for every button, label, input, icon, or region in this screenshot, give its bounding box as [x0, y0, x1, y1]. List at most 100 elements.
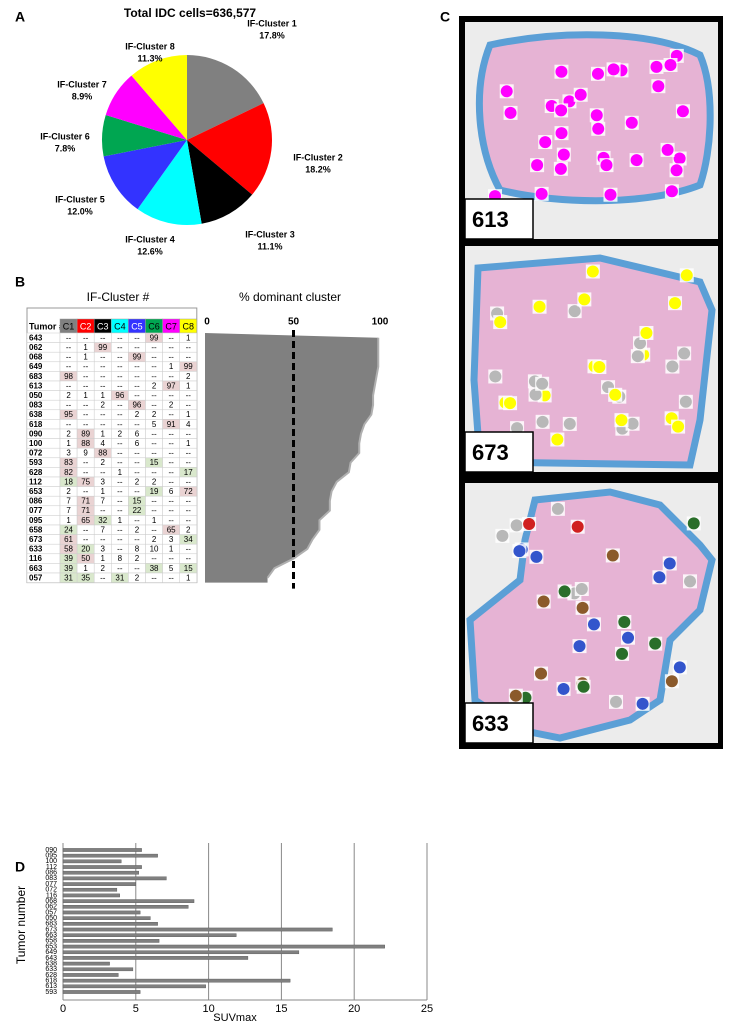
table-value: 2	[135, 410, 140, 419]
table-value: 65	[81, 516, 90, 525]
table-value: 3	[101, 477, 106, 486]
table-value: 32	[98, 516, 107, 525]
table-value: --	[100, 353, 106, 362]
row-header: 638	[29, 410, 43, 419]
table-value: 4	[186, 420, 191, 429]
core-dot	[618, 616, 631, 629]
core-dot	[590, 109, 603, 122]
table-value: --	[117, 564, 123, 573]
bar	[62, 870, 139, 875]
area-line	[266, 337, 380, 579]
slice-label: IF-Cluster 2	[293, 152, 343, 162]
y-tick-label: 658	[45, 938, 57, 945]
core-dot	[665, 675, 678, 688]
table-value: 71	[81, 506, 90, 515]
pie-slice	[105, 75, 187, 140]
table-value: 99	[150, 333, 159, 342]
core-dot	[626, 417, 639, 430]
table-value: --	[117, 362, 123, 371]
table-value: 2	[152, 410, 157, 419]
table-value: 96	[115, 391, 124, 400]
table-value: 9	[83, 449, 88, 458]
table-value: 39	[64, 554, 73, 563]
table-value: --	[168, 468, 174, 477]
bar	[62, 876, 167, 881]
table-value: --	[100, 420, 106, 429]
column-header: C2	[80, 321, 92, 331]
table-value: --	[134, 468, 140, 477]
row-header: 077	[29, 506, 43, 515]
x-tick-label: 100	[372, 317, 389, 328]
table-value: --	[66, 343, 72, 352]
table-value: --	[168, 506, 174, 515]
table-value: --	[151, 573, 157, 582]
bar	[62, 961, 110, 966]
x-tick-label: 0	[204, 317, 210, 328]
core-dot	[539, 136, 552, 149]
row-header: 618	[29, 420, 43, 429]
core-dot	[665, 185, 678, 198]
table-value: --	[168, 439, 174, 448]
table-value: 97	[167, 381, 176, 390]
table-value: --	[83, 401, 89, 410]
row-header: 083	[29, 401, 43, 410]
table-value: --	[186, 497, 192, 506]
table-value: --	[186, 516, 192, 525]
core-dot	[558, 585, 571, 598]
core-dot	[523, 518, 536, 531]
bar	[62, 944, 385, 949]
slice-value: 18.2%	[305, 164, 331, 174]
core-dot	[536, 377, 549, 390]
table-value: 22	[132, 506, 141, 515]
row-header: 673	[29, 535, 43, 544]
core-dot	[510, 519, 523, 532]
table-value: --	[117, 420, 123, 429]
slice-label: IF-Cluster 3	[245, 229, 295, 239]
y-tick-label: 083	[45, 875, 57, 882]
image-panels: 613 673 633	[464, 22, 718, 744]
core-dot	[678, 347, 691, 360]
core-dot	[673, 661, 686, 674]
table-value: 19	[150, 487, 159, 496]
bar	[62, 882, 137, 886]
row-header: 100	[29, 439, 43, 448]
table-value: 24	[64, 525, 73, 534]
y-tick-label: 100	[45, 858, 57, 865]
bar	[62, 865, 142, 869]
table-value: 95	[64, 410, 73, 419]
table-value: --	[134, 564, 140, 573]
table-value: 2	[66, 429, 71, 438]
column-header: C7	[165, 321, 177, 331]
table-value: --	[186, 401, 192, 410]
core-dot	[496, 529, 509, 542]
table-value: --	[100, 535, 106, 544]
slice-value: 17.8%	[259, 30, 285, 40]
column-header: Tumor #	[29, 321, 64, 331]
column-header: C8	[182, 321, 194, 331]
table-value: 98	[64, 372, 73, 381]
pie-slice	[103, 140, 187, 210]
core-dot	[568, 305, 581, 318]
core-dot	[531, 159, 544, 172]
slice-label: IF-Cluster 1	[247, 18, 297, 28]
bar	[62, 887, 118, 892]
table-value: --	[66, 401, 72, 410]
table-value: --	[66, 362, 72, 371]
y-tick-label: 683	[45, 921, 57, 928]
table-value: 7	[101, 497, 106, 506]
y-tick-label: 593	[45, 989, 57, 996]
table-value: 6	[169, 487, 174, 496]
core-dot	[571, 520, 584, 533]
table-value: --	[117, 506, 123, 515]
table-value: 2	[66, 391, 71, 400]
core-dot	[663, 557, 676, 570]
core-dot	[634, 337, 647, 350]
bar	[62, 916, 151, 920]
table-value: 10	[150, 545, 159, 554]
core-dot	[551, 433, 564, 446]
image-label: 673	[472, 440, 509, 465]
table-value: --	[117, 381, 123, 390]
table-value: --	[151, 343, 157, 352]
table-value: 1	[186, 381, 191, 390]
table-value: --	[83, 372, 89, 381]
